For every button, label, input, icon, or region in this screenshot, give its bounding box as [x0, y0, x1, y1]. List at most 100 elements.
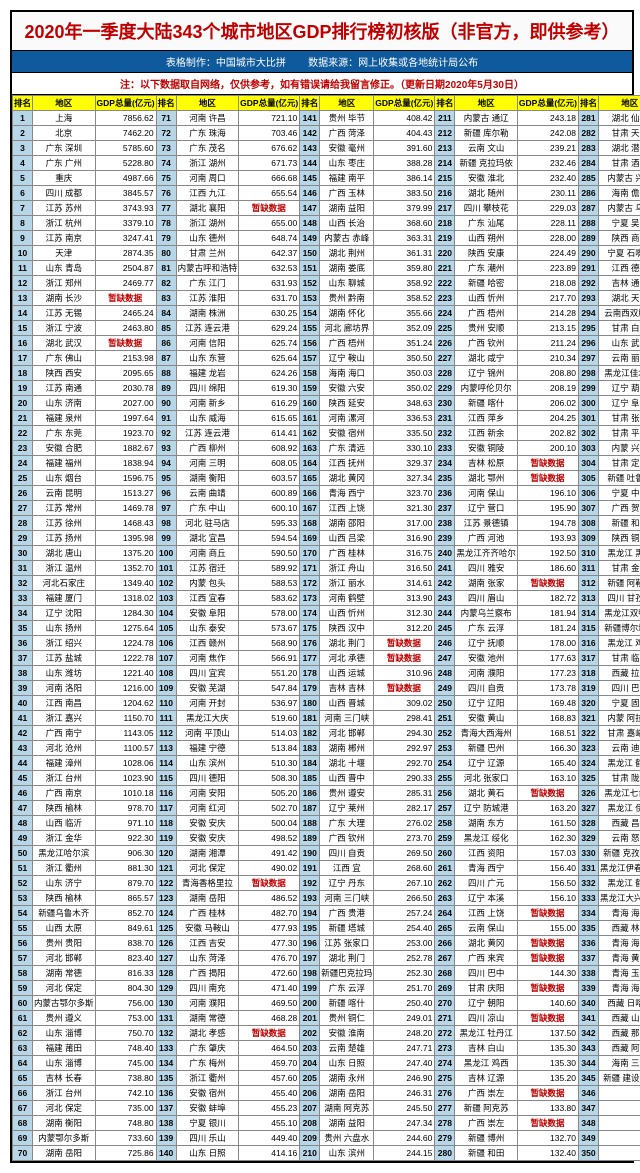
- gdp-cell: 252.30: [374, 966, 435, 981]
- gdp-cell: 暂缺数据: [517, 576, 578, 591]
- gdp-cell: 232.46: [517, 156, 578, 171]
- region-cell: 西藏 昌都: [599, 816, 640, 831]
- rank-cell: 34: [13, 606, 33, 621]
- rank-cell: 315: [579, 621, 599, 636]
- rank-cell: 295: [579, 321, 599, 336]
- table-row: 41浙江 嘉兴1150.70111黑龙江大庆519.60181河南 三门峡298…: [13, 711, 640, 726]
- gdp-cell: 573.67: [239, 621, 300, 636]
- gdp-cell: 414.16: [239, 1146, 300, 1161]
- region-cell: 贵州 铜仁: [320, 1011, 374, 1026]
- rank-cell: 52: [13, 876, 33, 891]
- region-cell: 四川 凉山: [455, 1011, 518, 1026]
- table-row: 68湖南 衡阳748.80138宁夏 银川455.10208湖南 益阳247.3…: [13, 1116, 640, 1131]
- rank-cell: 30: [13, 546, 33, 561]
- rank-cell: 130: [156, 996, 176, 1011]
- rank-cell: 293: [579, 291, 599, 306]
- region-cell: 广东 潮州: [455, 261, 518, 276]
- rank-cell: 142: [300, 126, 320, 141]
- gdp-cell: 455.10: [239, 1116, 300, 1131]
- rank-cell: 217: [435, 201, 455, 216]
- region-cell: 湖南 永州: [320, 1071, 374, 1086]
- main-title: 2020年一季度大陆343个城市地区GDP排行榜初核版（非官方，即供参考）: [12, 12, 632, 51]
- rank-cell: 323: [579, 741, 599, 756]
- region-cell: 安徽 安庆: [176, 831, 239, 846]
- rank-cell: 92: [156, 426, 176, 441]
- table-row: 44福建 漳州1028.06114山东 滨州510.30184湖北 十堰292.…: [13, 756, 640, 771]
- gdp-cell: 暂缺数据: [517, 951, 578, 966]
- region-cell: 新疆 克拉玛依: [455, 156, 518, 171]
- region-cell: 辽宁 葫芦: [599, 381, 640, 396]
- region-cell: 河北 沧州: [33, 741, 96, 756]
- region-cell: 安徽 黄山: [455, 711, 518, 726]
- table-row: 34辽宁 沈阳1284.30104安徽 阜阳578.00174山西 忻州312.…: [13, 606, 640, 621]
- gdp-cell: 1028.06: [95, 756, 156, 771]
- rank-cell: 260: [435, 846, 455, 861]
- rank-cell: 39: [13, 681, 33, 696]
- region-cell: 山西 忻州: [320, 606, 374, 621]
- gdp-cell: 247.34: [374, 1116, 435, 1131]
- gdp-cell: 228.00: [517, 231, 578, 246]
- gdp-cell: 386.14: [374, 171, 435, 186]
- rank-cell: 151: [300, 261, 320, 276]
- rank-cell: 225: [435, 321, 455, 336]
- region-cell: 辽宁 辽阳: [455, 696, 518, 711]
- rank-cell: 346: [579, 1086, 599, 1101]
- region-cell: 山东 日照: [320, 1056, 374, 1071]
- gdp-cell: 247.40: [374, 1056, 435, 1071]
- region-cell: 新疆 阿克苏: [455, 1101, 518, 1116]
- gdp-cell: 3247.41: [95, 231, 156, 246]
- region-cell: 吉林 通化: [599, 276, 640, 291]
- gdp-cell: 1204.62: [95, 696, 156, 711]
- rank-cell: 107: [156, 651, 176, 666]
- table-row: 12浙江 郑州2469.7782广东 江门631.93152山东 聊城358.9…: [13, 276, 640, 291]
- rank-cell: 78: [156, 216, 176, 231]
- rank-cell: 135: [156, 1071, 176, 1086]
- gdp-cell: 852.70: [95, 906, 156, 921]
- rank-cell: 238: [435, 516, 455, 531]
- region-cell: 河南 鹤壁: [320, 591, 374, 606]
- rank-cell: 90: [156, 396, 176, 411]
- rank-cell: 29: [13, 531, 33, 546]
- region-cell: 湖南 邵阳: [320, 516, 374, 531]
- region-cell: 安徽 淮北: [455, 171, 518, 186]
- region-cell: 陕西 安康: [455, 246, 518, 261]
- region-cell: 黑龙江 黑河: [599, 546, 640, 561]
- gdp-cell: 292.97: [374, 741, 435, 756]
- rank-cell: 187: [300, 801, 320, 816]
- rank-cell: 60: [13, 996, 33, 1011]
- region-cell: 湖北 宜昌: [176, 531, 239, 546]
- rank-cell: 250: [435, 696, 455, 711]
- rank-cell: 205: [300, 1071, 320, 1086]
- table-row: 65吉林 长春738.80135浙江 衢州457.60205湖南 永州246.9…: [13, 1071, 640, 1086]
- gdp-cell: 583.62: [239, 591, 300, 606]
- gdp-cell: 455.23: [239, 1101, 300, 1116]
- rank-cell: 210: [300, 1146, 320, 1161]
- gdp-cell: 519.60: [239, 711, 300, 726]
- gdp-cell: 477.93: [239, 921, 300, 936]
- gdp-cell: 213.15: [517, 321, 578, 336]
- region-cell: 黑龙江伊春加格: [599, 861, 640, 876]
- rank-cell: 44: [13, 756, 33, 771]
- rank-cell: 33: [13, 591, 33, 606]
- region-cell: 河南 漯河: [320, 411, 374, 426]
- region-cell: 山东 滨州: [176, 756, 239, 771]
- table-row: 57河北 邯郸823.40127山东 菏泽476.70197湖北 荆门252.7…: [13, 951, 640, 966]
- rank-cell: 64: [13, 1056, 33, 1071]
- region-cell: 广东 大理: [320, 816, 374, 831]
- rank-cell: 177: [300, 651, 320, 666]
- table-row: 45浙江 台州1023.90115四川 德阳508.30185山西 晋中290.…: [13, 771, 640, 786]
- gdp-cell: 823.40: [95, 951, 156, 966]
- note-row: 注：以下数据取自网络，仅供参考，如有错误请给我留言修正。（更新日期2020年5月…: [12, 73, 632, 95]
- rank-cell: 339: [579, 981, 599, 996]
- gdp-cell: 200.10: [517, 441, 578, 456]
- rank-cell: 294: [579, 306, 599, 321]
- rank-cell: 270: [435, 996, 455, 1011]
- gdp-cell: 135.30: [517, 1056, 578, 1071]
- rank-cell: 331: [579, 861, 599, 876]
- region-cell: 湖北 随州: [455, 186, 518, 201]
- region-cell: 山东 淄博: [33, 1026, 96, 1041]
- gdp-cell: 358.52: [374, 291, 435, 306]
- gdp-cell: 214.28: [517, 306, 578, 321]
- table-row: 58湖南 常德816.33128广西 揭阳472.60198新疆巴克拉玛252.…: [13, 966, 640, 981]
- region-cell: 甘肃 张掖: [599, 411, 640, 426]
